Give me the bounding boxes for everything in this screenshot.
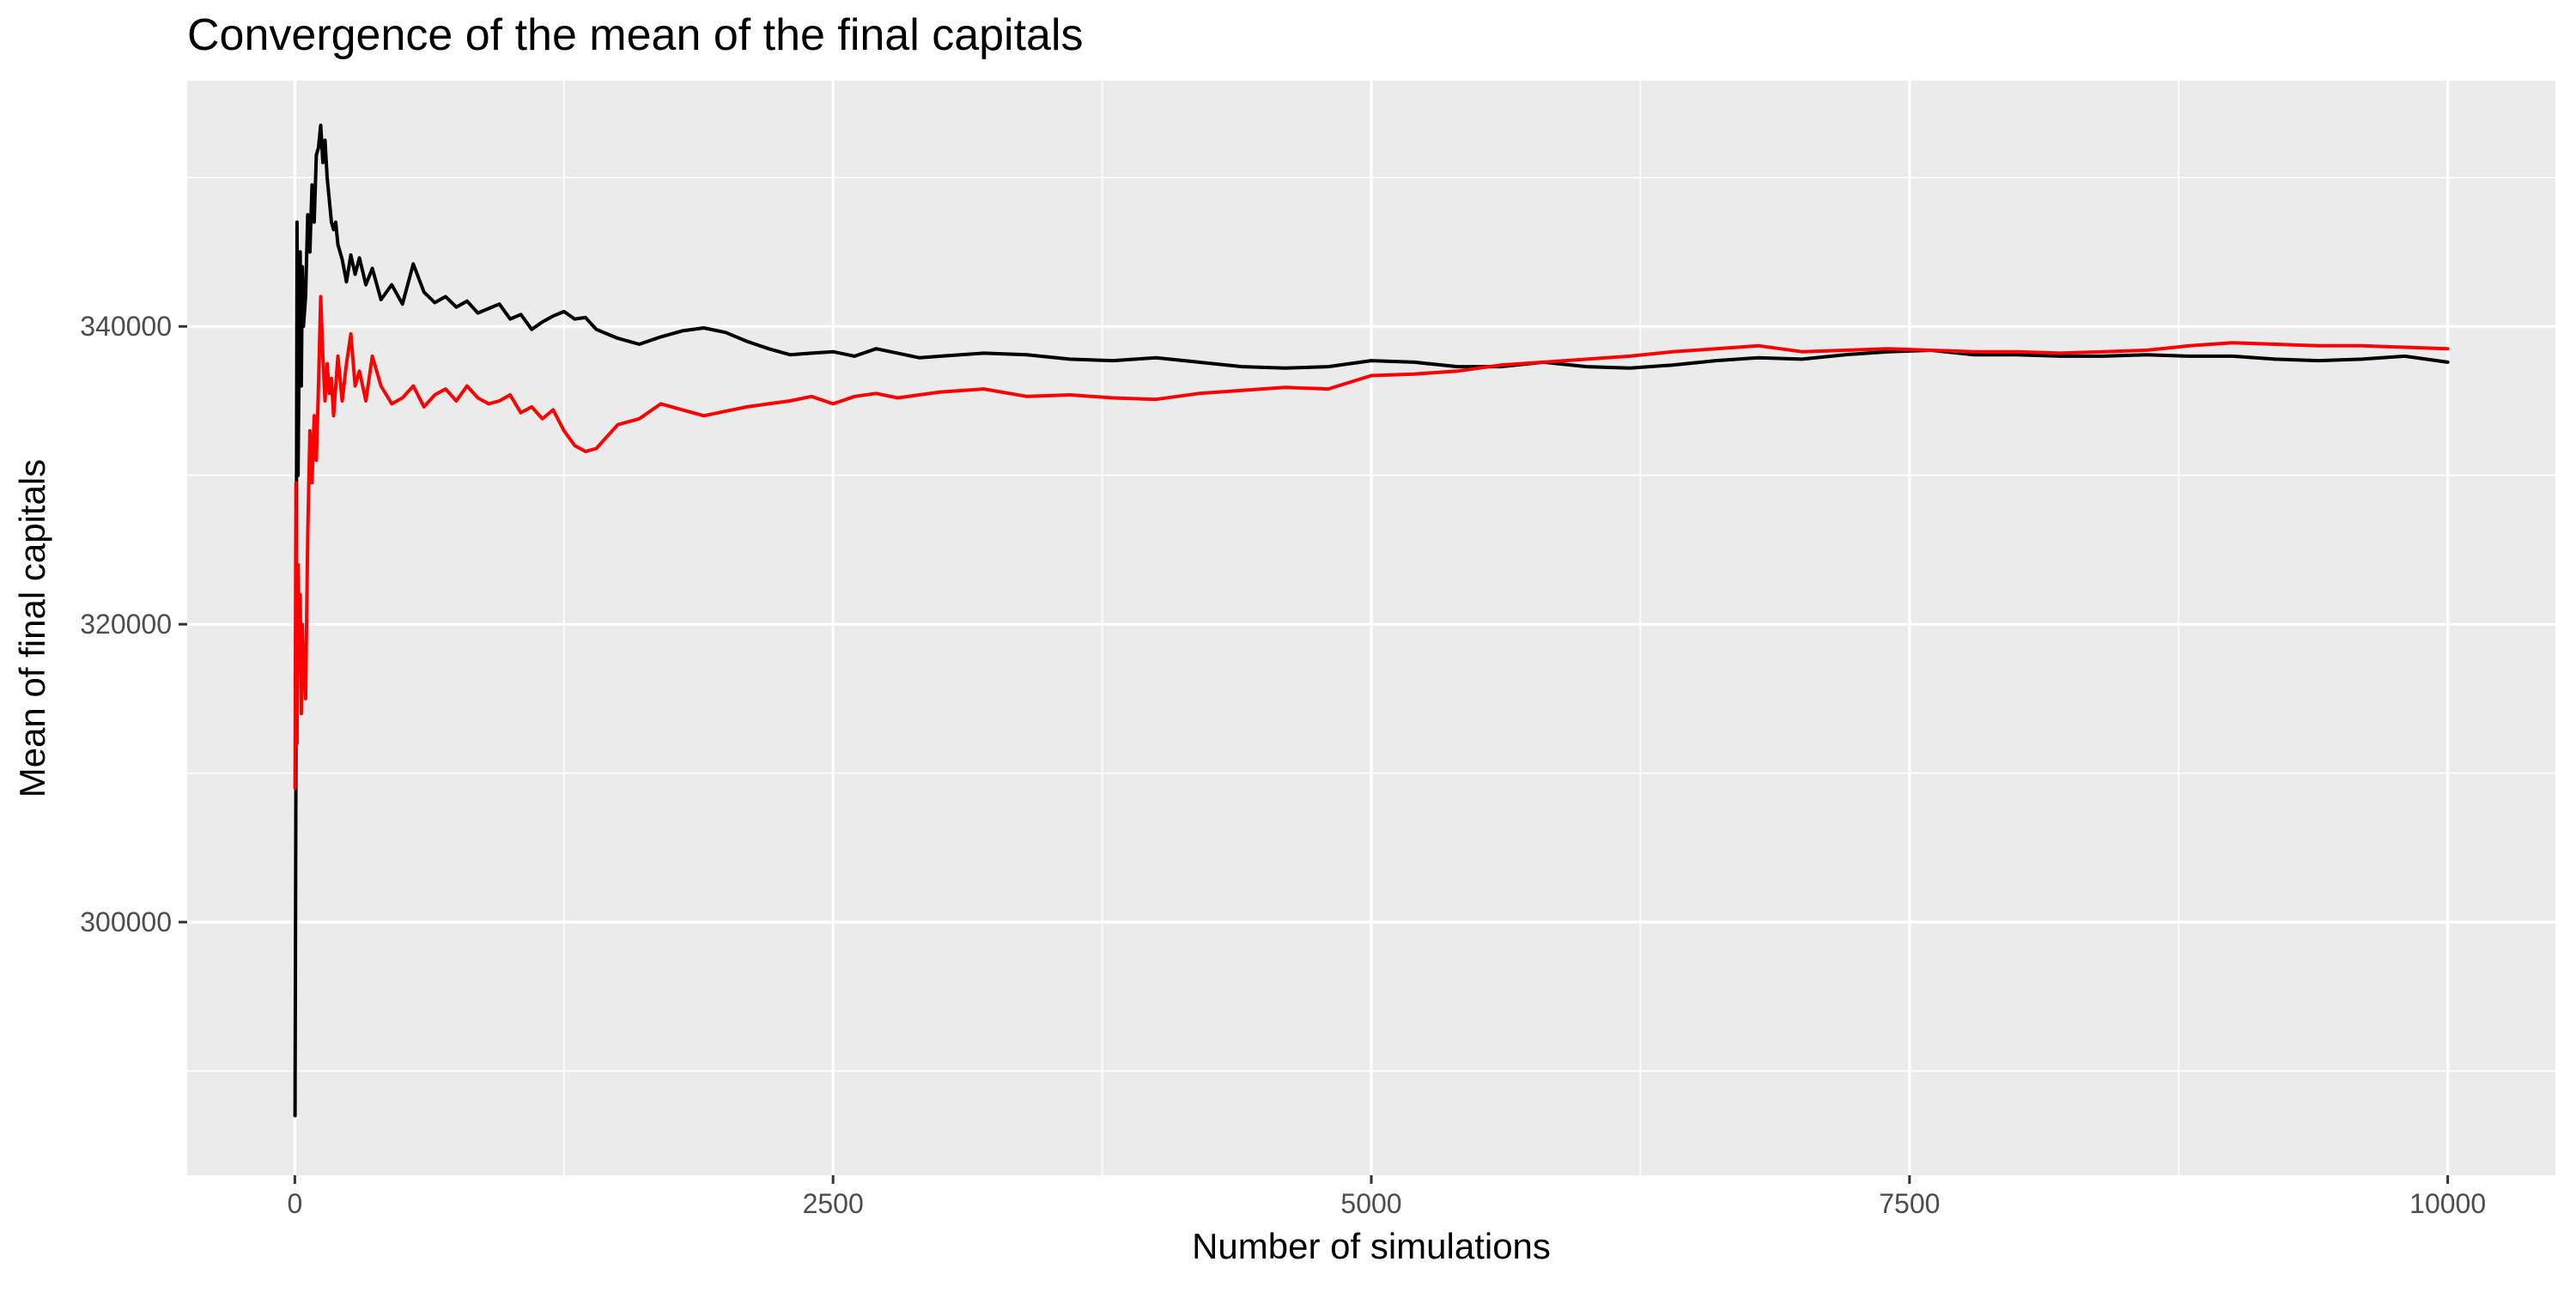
x-tick-label: 5000 [1340,1188,1401,1219]
x-tick-label: 10000 [2409,1188,2486,1219]
x-axis: 0 2500 5000 7500 10000 [287,1175,2486,1219]
x-tick-label: 0 [287,1188,302,1219]
y-axis: 300000 320000 340000 [80,311,187,937]
y-axis-title: Mean of final capitals [12,459,52,798]
chart-title: Convergence of the mean of the final cap… [187,10,1084,60]
major-gridlines [187,81,2555,1175]
x-tick-label: 2500 [803,1188,864,1219]
series-line-1 [293,124,2450,1118]
x-axis-title: Number of simulations [1192,1226,1551,1266]
series-layer [293,124,2450,1118]
y-tick-label: 300000 [80,907,172,937]
x-tick-label: 7500 [1879,1188,1940,1219]
y-tick-label: 340000 [80,311,172,342]
y-tick-label: 320000 [80,609,172,640]
series-line-2 [293,294,2450,790]
